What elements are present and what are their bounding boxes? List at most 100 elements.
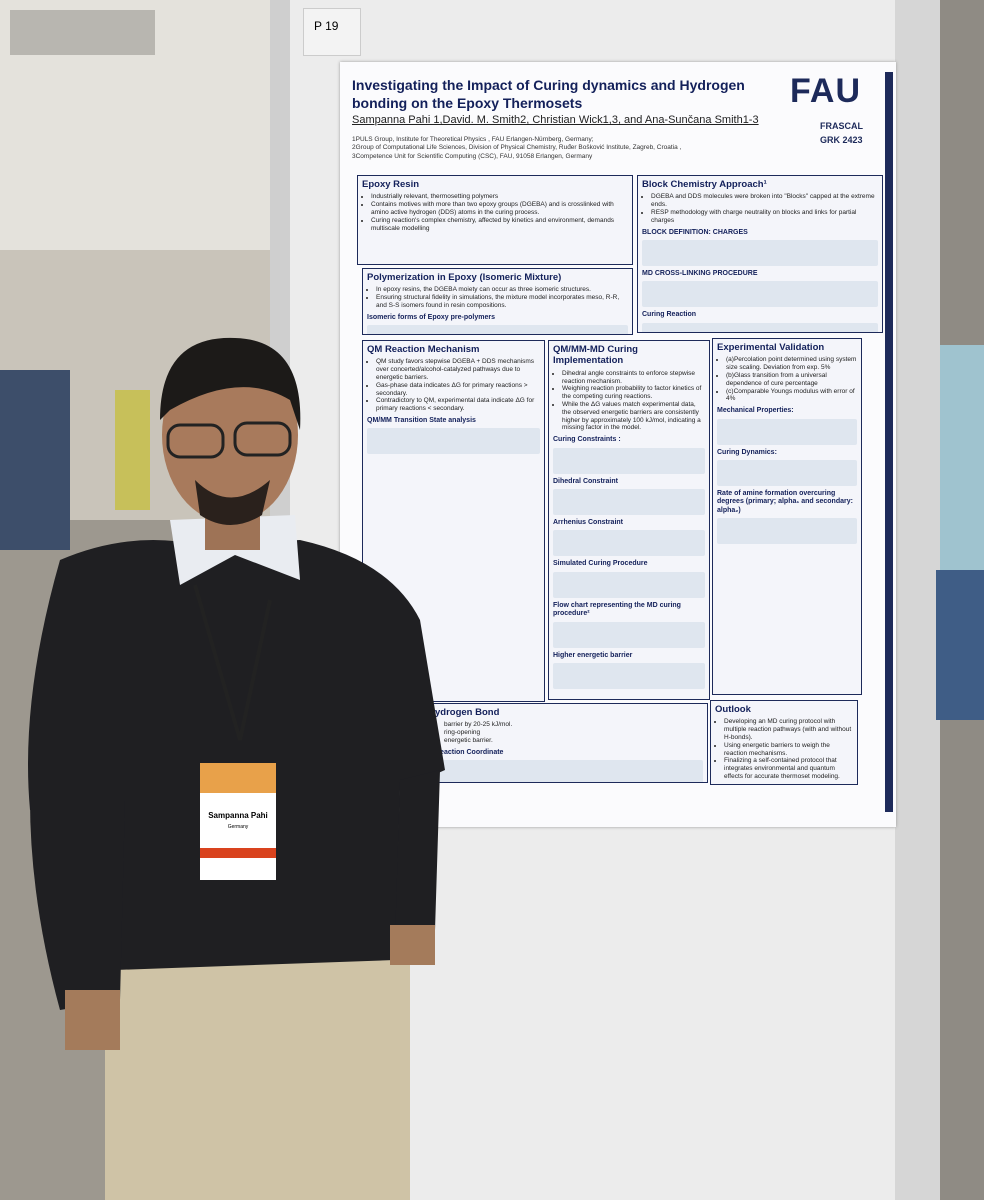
figure — [553, 530, 705, 557]
subheading: Curing Reaction — [642, 311, 697, 319]
figure — [553, 447, 705, 474]
subheading: Rate of amine formation overcuring degre… — [717, 489, 853, 514]
section-heading: QM/MM-MD Curing Implementation — [553, 344, 638, 367]
bullet-list: Dihedral angle constraints to enforce st… — [553, 370, 705, 432]
section-heading: ydrogen Bond — [435, 707, 500, 718]
poster-section: Epoxy Resin Industrially relevant, thermo… — [357, 175, 633, 265]
figure — [553, 488, 705, 515]
figure — [367, 325, 628, 334]
affiliation: 3Competence Unit for Scientific Computin… — [352, 152, 593, 160]
subheading: QM/MM Transition State analysis — [367, 416, 476, 424]
bullet: DGEBA and DDS molecules were broken into… — [651, 193, 878, 209]
poster-section: Polymerization in Epoxy (Isomeric Mixtur… — [362, 268, 633, 335]
bullet: (c)Comparable Youngs modulus with error … — [726, 388, 857, 404]
poster-section: Experimental Validation (a)Percolation po… — [712, 338, 862, 695]
section-heading: Polymerization in Epoxy (Isomeric Mixtur… — [367, 272, 562, 283]
subheading: Mechanical Properties: — [717, 407, 794, 415]
bullet: In epoxy resins, the DGEBA moiety can oc… — [376, 286, 628, 294]
figure — [717, 418, 857, 445]
subheading: Simulated Curing Procedure — [553, 560, 648, 568]
stripe — [885, 72, 893, 812]
section-heading: Outlook — [715, 704, 751, 715]
subheading: MD CROSS-LINKING PROCEDURE — [642, 269, 758, 277]
person-background — [0, 370, 70, 550]
placard: P 19 — [303, 8, 361, 56]
figure — [435, 760, 703, 782]
poster-section: QM Reaction Mechanism QM study favors ste… — [362, 340, 545, 702]
figure — [553, 621, 705, 648]
bullet: Contains motives with more than two epox… — [371, 201, 628, 217]
subheading: Reaction Coordinate — [435, 748, 504, 756]
figure — [367, 428, 540, 455]
logo: FAU — [790, 72, 861, 110]
person-background — [115, 390, 150, 510]
bullet-list: Industrially relevant, thermosetting pol… — [362, 193, 628, 232]
subheading: Curing Dynamics: — [717, 448, 777, 456]
figure — [553, 662, 705, 689]
bullet: Developing an MD curing protocol with mu… — [724, 718, 853, 741]
poster-section: Outlook Developing an MD curing protocol … — [710, 700, 858, 785]
bullet: Curing reaction's complex chemistry, aff… — [371, 217, 628, 233]
subheading: Flow chart representing the MD curing pr… — [553, 601, 681, 618]
authors: Sampanna Pahi 1,David. M. Smith2, Christ… — [352, 114, 759, 126]
board-frame — [895, 0, 940, 1200]
bullet: (b)Glass transition from a universal dep… — [726, 372, 857, 388]
affiliation: 2Group of Computational Life Sciences, D… — [352, 144, 682, 152]
bullet-list: barrier by 20-25 kJ/mol.ring-openingener… — [435, 721, 703, 744]
section-heading: QM Reaction Mechanism — [367, 344, 480, 355]
bullet: energetic barrier. — [444, 737, 703, 745]
poster-section: QM/MM-MD Curing Implementation Dihedral a… — [548, 340, 710, 700]
board-frame — [270, 0, 290, 1200]
subheading: Isomeric forms of Epoxy pre-polymers — [367, 313, 495, 321]
bullet: Finalizing a self-contained protocol tha… — [724, 757, 853, 780]
subheading: Curing Constraints : — [553, 436, 621, 444]
figure — [717, 518, 857, 545]
section-heading: Epoxy Resin — [362, 179, 420, 190]
figure — [553, 571, 705, 598]
bullet: While the ΔG values match experimental d… — [562, 401, 705, 432]
figure — [642, 239, 878, 266]
subheading: Dihedral Constraint — [553, 477, 618, 485]
figure — [642, 322, 878, 332]
affiliation: 1PULS Group, Institute for Theoretical P… — [352, 136, 594, 143]
person-right — [936, 570, 984, 720]
bullet-list: In epoxy resins, the DGEBA moiety can oc… — [367, 286, 628, 309]
bullet: barrier by 20-25 kJ/mol. — [444, 721, 703, 729]
subheading: Arrhenius Constraint — [553, 518, 624, 526]
bullet: Gas-phase data indicates ΔG for primary … — [376, 382, 540, 398]
poster-section: ydrogen Bond barrier by 20-25 kJ/mol.ring… — [430, 703, 708, 783]
logo-sub: FRASCAL GRK 2423 — [820, 120, 863, 147]
section-heading: Block Chemistry Approach¹ — [642, 179, 767, 190]
vent — [10, 10, 155, 55]
carpet — [0, 520, 290, 1200]
logo-sub-line: FRASCAL — [820, 121, 863, 131]
bullet: Ensuring structural fidelity in simulati… — [376, 294, 628, 310]
logo-sub-line: GRK 2423 — [820, 134, 863, 145]
title-line: bonding on the Epoxy Thermosets — [352, 95, 583, 112]
figure — [642, 281, 878, 308]
bullet: Dihedral angle constraints to enforce st… — [562, 370, 705, 386]
bullet: Weighing reaction probability to factor … — [562, 385, 705, 401]
bullet: Industrially relevant, thermosetting pol… — [371, 193, 628, 201]
poster: Investigating the Impact of Curing dynam… — [340, 62, 896, 827]
bullet-list: QM study favors stepwise DGEBA + DDS mec… — [367, 358, 540, 413]
bullet: RESP methodology with charge neutrality … — [651, 209, 878, 225]
subheading: BLOCK DEFINITION: CHARGES — [642, 228, 748, 236]
poster-section: Block Chemistry Approach¹ DGEBA and DDS m… — [637, 175, 883, 333]
subheading: Higher energetic barrier — [553, 651, 633, 659]
title-line: Investigating the Impact of Curing dynam… — [352, 77, 745, 93]
bullet: ring-opening — [444, 729, 703, 737]
person-right — [940, 345, 984, 575]
bullet: QM study favors stepwise DGEBA + DDS mec… — [376, 358, 540, 381]
section-heading: Experimental Validation — [717, 342, 825, 353]
bullet: Using energetic barriers to weigh the re… — [724, 742, 853, 758]
bullet: (a)Percolation point determined using sy… — [726, 356, 857, 372]
figure — [717, 459, 857, 486]
bullet-list: (a)Percolation point determined using sy… — [717, 356, 857, 403]
affiliations: 1PULS Group, Institute for Theoretical P… — [352, 136, 681, 161]
bullet-list: DGEBA and DDS molecules were broken into… — [642, 193, 878, 224]
bullet: Contradictory to QM, experimental data i… — [376, 397, 540, 413]
poster-title: Investigating the Impact of Curing dynam… — [352, 76, 792, 112]
bullet-list: Developing an MD curing protocol with mu… — [715, 718, 853, 780]
